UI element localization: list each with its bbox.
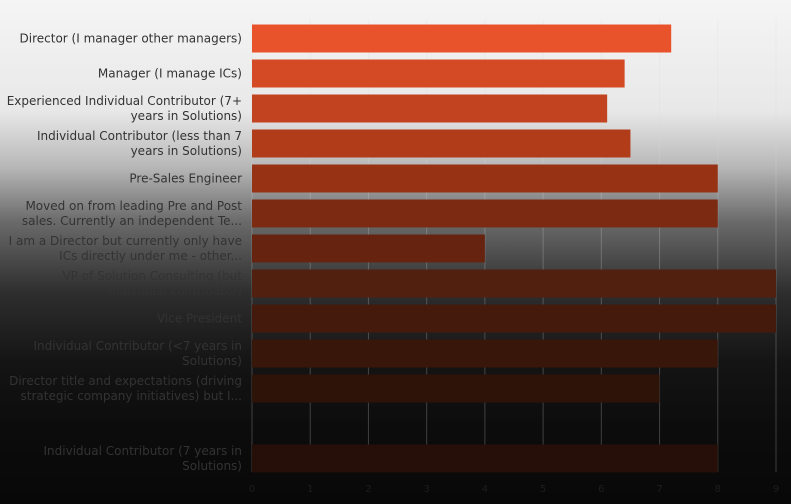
bar — [252, 164, 718, 193]
bar — [252, 339, 718, 368]
category-label: Individual Contributor (less than 7 years… — [37, 129, 242, 158]
bar — [252, 129, 631, 158]
category-label: Vice President — [157, 312, 242, 326]
x-tick-label: 3 — [423, 484, 429, 495]
category-label: I am a Director but currently only have I… — [9, 234, 242, 263]
category-label: VP of Solution Consulting (but individual… — [62, 269, 242, 298]
bar — [252, 304, 776, 333]
category-label-line: Moved on from leading Pre and Post — [25, 199, 242, 213]
category-label-line: years in Solutions) — [131, 144, 242, 158]
bar — [252, 24, 672, 53]
category-label-line: Pre-Sales Engineer — [129, 172, 242, 186]
bar — [252, 269, 776, 298]
category-label-line: Individual Contributor (7 years in — [44, 444, 242, 458]
category-label: Director title and expectations (driving… — [9, 374, 242, 403]
category-label: Experienced Individual Contributor (7+ ye… — [7, 94, 242, 123]
category-label: Individual Contributor (7 years in Soluti… — [44, 444, 242, 473]
category-label-line: sales. Currently an independent Te... — [22, 214, 242, 228]
x-tick-label: 1 — [307, 484, 313, 495]
x-tick-label: 9 — [773, 484, 779, 495]
x-tick-label: 4 — [482, 484, 488, 495]
category-label-line: I am a Director but currently only have — [9, 234, 242, 248]
category-label-line: Individual Contributor (<7 years in — [33, 339, 242, 353]
category-label-line: VP of Solution Consulting (but — [62, 269, 242, 283]
category-label-line: Manager (I manage ICs) — [98, 67, 242, 81]
x-tick-label: 2 — [365, 484, 371, 495]
category-label-line: Solutions) — [182, 354, 242, 368]
category-label: Moved on from leading Pre and Post sales.… — [22, 199, 242, 228]
bars — [252, 24, 776, 473]
category-label-line: ICs directly under me - other... — [59, 249, 242, 263]
x-axis-ticks: 0 1 2 3 4 5 6 7 8 9 — [249, 484, 779, 495]
category-label: Pre-Sales Engineer — [129, 172, 242, 186]
x-tick-label: 5 — [540, 484, 546, 495]
x-tick-label: 7 — [656, 484, 662, 495]
category-label: Individual Contributor (<7 years in Solut… — [33, 339, 242, 368]
bar — [252, 234, 485, 263]
category-label-line: Director title and expectations (driving — [9, 374, 242, 388]
x-tick-label: 6 — [598, 484, 604, 495]
category-label-line: Individual Contributor (less than 7 — [37, 129, 242, 143]
category-label-line: Vice President — [157, 312, 242, 326]
category-label-line: years in Solutions) — [131, 109, 242, 123]
bar — [252, 444, 718, 473]
bar — [252, 199, 718, 228]
x-tick-label: 8 — [715, 484, 721, 495]
category-labels: Director (I manager other managers) Manag… — [7, 32, 243, 474]
category-label-line: Solutions) — [182, 459, 242, 473]
category-label-line: individual contributor) — [109, 284, 242, 298]
category-label: Manager (I manage ICs) — [98, 67, 242, 81]
category-label-line: Experienced Individual Contributor (7+ — [7, 94, 242, 108]
bar — [252, 59, 625, 88]
category-label-line: strategic company initiatives) but I... — [21, 389, 242, 403]
bar — [252, 94, 608, 123]
x-tick-label: 0 — [249, 484, 255, 495]
bar — [252, 374, 660, 403]
category-label: Director (I manager other managers) — [20, 32, 242, 46]
category-label-line: Director (I manager other managers) — [20, 32, 242, 46]
